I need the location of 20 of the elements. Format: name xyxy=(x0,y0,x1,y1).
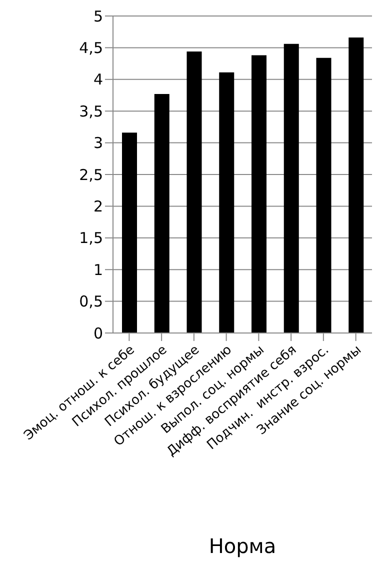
y-tick-label: 2,5 xyxy=(79,166,103,184)
y-tick-label: 2 xyxy=(93,198,103,216)
bar xyxy=(316,58,332,333)
y-tick-label: 5 xyxy=(93,7,103,26)
x-axis-title: Норма xyxy=(208,534,276,558)
y-tick-label: 4,5 xyxy=(79,39,103,58)
y-tick-label: 0 xyxy=(93,324,103,342)
y-tick-label: 3,5 xyxy=(79,102,103,120)
bar xyxy=(284,44,299,333)
y-tick-label: 3 xyxy=(93,134,103,152)
bar xyxy=(154,94,170,333)
y-tick-label: 0,5 xyxy=(79,292,103,311)
y-tick-label: 1,5 xyxy=(79,229,103,248)
bar xyxy=(219,72,234,333)
bar xyxy=(348,38,364,333)
y-tick-label: 4 xyxy=(93,70,103,89)
bar xyxy=(252,55,266,333)
bar xyxy=(186,52,202,333)
bar xyxy=(122,132,137,333)
y-tick-label: 1 xyxy=(93,260,103,279)
